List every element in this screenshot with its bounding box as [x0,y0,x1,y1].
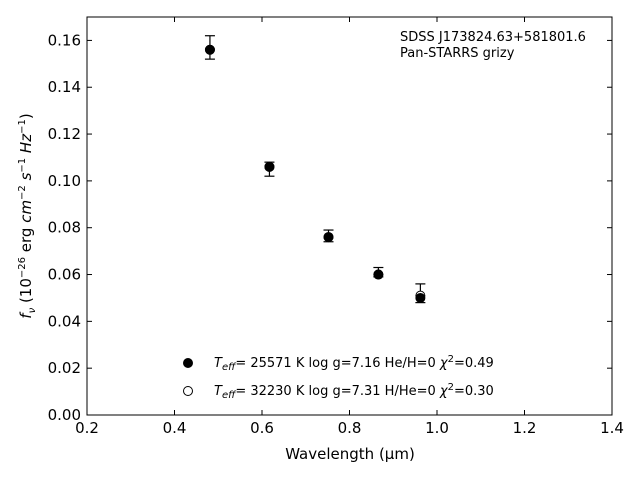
filled-marker [415,292,426,303]
legend: Teff= 25571 K log g=7.16 He/H=0 χ2=0.49 … [183,354,494,401]
y-tick-label: 0.12 [48,125,81,143]
y-tick-label: 0.16 [48,31,81,49]
legend-entry-filled: Teff= 25571 K log g=7.16 He/H=0 χ2=0.49 [183,354,494,373]
legend-entry-open: Teff= 32230 K log g=7.31 H/He=0 χ2=0.30 [183,382,494,401]
filled-marker [373,269,384,280]
model-open-markers [204,44,426,301]
x-tick-label: 1.4 [600,419,624,437]
x-axis-title: Wavelength (μm) [285,445,415,463]
x-tick-label: 0.6 [250,419,274,437]
x-tick-label: 1.0 [425,419,449,437]
y-axis-ticks: 0.00 0.02 0.04 0.06 0.08 0.10 0.12 0.14 0.16 [48,31,612,424]
legend-open-label: Teff= 32230 K log g=7.31 H/He=0 χ2=0.30 [214,382,494,401]
x-tick-label: 0.2 [75,419,99,437]
legend-filled-label: Teff= 25571 K log g=7.16 He/H=0 χ2=0.49 [214,354,494,373]
x-tick-label: 0.4 [163,419,187,437]
x-tick-label: 0.8 [338,419,362,437]
y-tick-label: 0.00 [48,406,81,424]
legend-open-marker [183,386,193,396]
object-name-annotation: SDSS J173824.63+581801.6 [400,30,586,45]
y-axis-title: fν (10−26 erg cm−2 s−1 Hz−1) [17,113,38,318]
y-tick-label: 0.08 [48,219,81,237]
legend-filled-marker [183,358,193,368]
y-tick-label: 0.06 [48,266,81,284]
y-tick-label: 0.10 [48,172,81,190]
filled-marker [204,44,215,55]
filled-marker [323,232,334,243]
y-tick-label: 0.14 [48,78,81,96]
y-tick-label: 0.02 [48,359,81,377]
error-bars [204,35,426,304]
x-tick-label: 1.2 [513,419,537,437]
model-filled-markers [204,44,426,303]
survey-annotation: Pan-STARRS grizy [400,46,515,61]
filled-marker [264,161,275,172]
y-tick-label: 0.04 [48,312,81,330]
x-axis-ticks: 0.2 0.4 0.6 0.8 1.0 1.2 1.4 [75,17,624,437]
